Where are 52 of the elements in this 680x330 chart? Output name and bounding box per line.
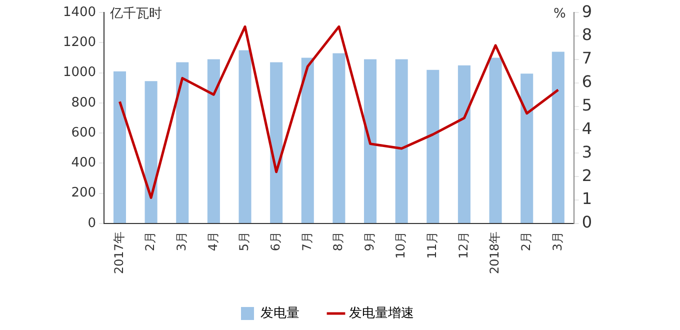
bar [520, 74, 534, 223]
y2-tick-label: 4 [582, 118, 592, 138]
y-tick-label: 1200 [62, 35, 96, 50]
x-tick-label: 8月 [331, 231, 346, 252]
x-tick-label: 11月 [425, 231, 440, 259]
x-tick-label: 3月 [174, 231, 188, 252]
y-tick-label: 1400 [62, 4, 96, 20]
y-tick-label: 600 [71, 125, 96, 140]
y2-tick-label: 7 [582, 48, 592, 68]
bar [238, 50, 252, 223]
bar [207, 59, 220, 223]
y2-tick-label: 1 [582, 189, 592, 208]
y2-tick-label: 0 [582, 212, 592, 232]
y-tick-label: 400 [71, 156, 96, 171]
x-tick-label: 2018年 [488, 231, 502, 274]
legend-label: 发电量增速 [349, 306, 414, 321]
bar [270, 62, 283, 223]
y-axis-title: 亿千瓦时 [109, 6, 162, 22]
x-tick-label: 7月 [300, 231, 314, 252]
y-tick-label: 0 [88, 216, 96, 231]
y2-tick-label: 6 [582, 72, 592, 92]
bar [364, 59, 377, 223]
bar [144, 81, 158, 223]
y-tick-label: 800 [71, 95, 96, 110]
bar [301, 58, 314, 223]
y2-tick-label: 5 [582, 95, 592, 114]
x-tick-label: 6月 [268, 231, 282, 252]
y-tick-label: 200 [71, 186, 96, 201]
y2-tick-label: 8 [582, 25, 592, 44]
x-tick-label: 9月 [362, 231, 376, 252]
bar [458, 65, 470, 223]
bar [113, 71, 126, 223]
x-tick-label: 12月 [456, 231, 470, 259]
y2-axis-title: % [553, 6, 566, 22]
x-tick-label: 3月 [550, 231, 564, 252]
bar [552, 52, 564, 223]
y-tick-label: 1000 [62, 65, 96, 80]
y2-tick-label: 2 [582, 166, 592, 185]
x-tick-label: 4月 [206, 231, 220, 252]
bar [395, 59, 408, 223]
x-tick-label: 2月 [143, 231, 158, 252]
x-tick-label: 5月 [237, 231, 252, 252]
bar [489, 58, 502, 223]
x-tick-label: 10月 [394, 231, 408, 259]
bar [176, 62, 189, 223]
legend-label: 发电量 [260, 306, 300, 321]
x-tick-label: 2017年 [112, 231, 126, 274]
bar [426, 70, 440, 223]
y2-tick-label: 9 [582, 2, 592, 21]
y2-tick-label: 3 [582, 142, 592, 162]
x-tick-label: 2月 [518, 231, 533, 252]
bar [332, 53, 346, 223]
